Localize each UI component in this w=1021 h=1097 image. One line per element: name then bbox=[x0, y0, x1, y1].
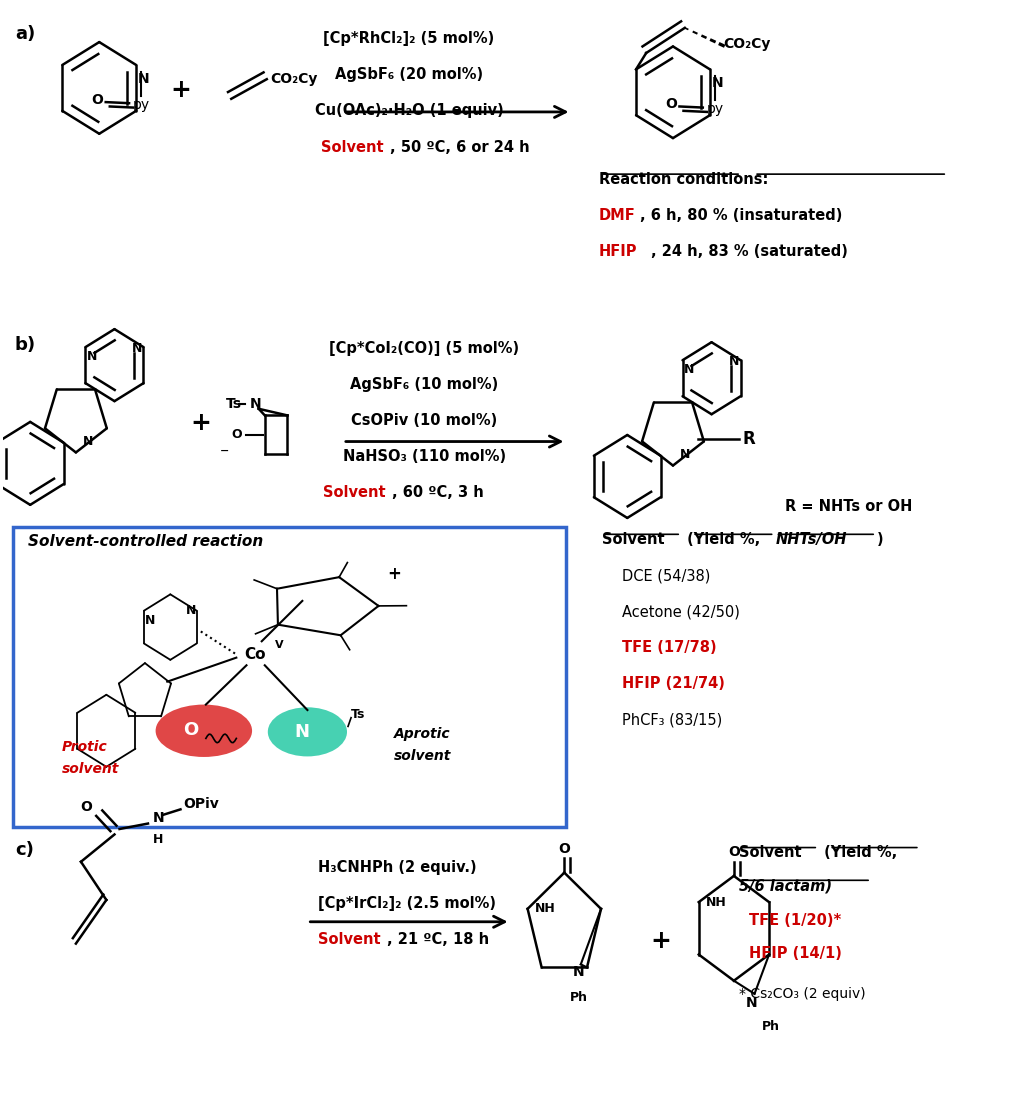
Text: N: N bbox=[745, 996, 758, 1010]
Text: N: N bbox=[712, 76, 724, 90]
Text: O: O bbox=[728, 845, 740, 859]
Text: N: N bbox=[680, 449, 690, 461]
Text: [Cp*CoI₂(CO)] (5 mol%): [Cp*CoI₂(CO)] (5 mol%) bbox=[329, 341, 520, 357]
Text: ): ) bbox=[877, 532, 884, 547]
Text: b): b) bbox=[15, 336, 36, 353]
Text: , 6 h, 80 % (insaturated): , 6 h, 80 % (insaturated) bbox=[640, 208, 843, 223]
Text: O: O bbox=[231, 428, 242, 441]
Text: Solvent: Solvent bbox=[321, 140, 383, 156]
Text: py: py bbox=[133, 98, 150, 112]
Text: N: N bbox=[573, 965, 585, 980]
Text: H₃CNHPh (2 equiv.): H₃CNHPh (2 equiv.) bbox=[318, 860, 476, 874]
Text: R: R bbox=[742, 430, 755, 449]
Ellipse shape bbox=[155, 704, 252, 757]
Text: N: N bbox=[684, 363, 694, 376]
Text: * Cs₂CO₃ (2 equiv): * Cs₂CO₃ (2 equiv) bbox=[739, 987, 866, 1002]
Text: Solvent: Solvent bbox=[602, 532, 665, 547]
Text: , 24 h, 83 % (saturated): , 24 h, 83 % (saturated) bbox=[650, 244, 847, 259]
Text: CO₂Cy: CO₂Cy bbox=[270, 72, 318, 87]
Text: O: O bbox=[80, 800, 92, 814]
Text: (Yield %,: (Yield %, bbox=[819, 846, 897, 860]
Text: , 50 ºC, 6 or 24 h: , 50 ºC, 6 or 24 h bbox=[390, 140, 529, 156]
Text: c): c) bbox=[15, 841, 34, 859]
Text: Cu(OAc)₂·H₂O (1 equiv): Cu(OAc)₂·H₂O (1 equiv) bbox=[314, 103, 503, 118]
Text: TFE (1/20)*: TFE (1/20)* bbox=[749, 913, 841, 928]
Text: Solvent: Solvent bbox=[739, 846, 801, 860]
Text: , 21 ºC, 18 h: , 21 ºC, 18 h bbox=[387, 931, 489, 947]
Text: Protic: Protic bbox=[61, 740, 107, 754]
Text: O: O bbox=[558, 841, 571, 856]
Text: Ph: Ph bbox=[570, 991, 588, 1004]
Text: +: + bbox=[190, 411, 211, 436]
Text: CsOPiv (10 mol%): CsOPiv (10 mol%) bbox=[351, 414, 497, 428]
Text: O: O bbox=[183, 721, 198, 738]
Text: NHTs/OH: NHTs/OH bbox=[776, 532, 847, 547]
Text: Solvent-controlled reaction: Solvent-controlled reaction bbox=[29, 534, 263, 550]
Text: Co: Co bbox=[244, 647, 265, 661]
Text: PhCF₃ (83/15): PhCF₃ (83/15) bbox=[622, 712, 723, 727]
Text: NH: NH bbox=[535, 903, 555, 915]
Text: HFIP: HFIP bbox=[599, 244, 637, 259]
Text: H: H bbox=[153, 834, 163, 847]
Text: O: O bbox=[92, 93, 103, 106]
Ellipse shape bbox=[268, 708, 347, 757]
Text: N: N bbox=[132, 342, 142, 355]
Text: N: N bbox=[83, 436, 93, 448]
Text: AgSbF₆ (20 mol%): AgSbF₆ (20 mol%) bbox=[335, 67, 483, 82]
Text: Solvent: Solvent bbox=[323, 485, 385, 500]
Text: HFIP (21/74): HFIP (21/74) bbox=[622, 676, 725, 691]
Text: [Cp*RhCl₂]₂ (5 mol%): [Cp*RhCl₂]₂ (5 mol%) bbox=[324, 31, 494, 46]
Text: AgSbF₆ (10 mol%): AgSbF₆ (10 mol%) bbox=[350, 377, 498, 392]
Text: N: N bbox=[249, 397, 261, 411]
Text: solvent: solvent bbox=[394, 749, 451, 762]
Text: N: N bbox=[186, 604, 196, 618]
Text: N: N bbox=[145, 614, 155, 627]
Text: OPiv: OPiv bbox=[184, 796, 220, 811]
Text: Acetone (42/50): Acetone (42/50) bbox=[622, 604, 740, 619]
Text: +: + bbox=[650, 929, 671, 953]
Text: −: − bbox=[220, 445, 229, 456]
Text: NH: NH bbox=[706, 895, 727, 908]
Text: O: O bbox=[666, 98, 677, 111]
Text: TFE (17/78): TFE (17/78) bbox=[622, 641, 717, 655]
Text: DMF: DMF bbox=[599, 208, 636, 223]
Text: N: N bbox=[295, 723, 309, 740]
Text: HFIP (14/1): HFIP (14/1) bbox=[749, 946, 842, 961]
Text: Solvent: Solvent bbox=[318, 931, 380, 947]
Text: CO₂Cy: CO₂Cy bbox=[723, 37, 771, 52]
Text: N: N bbox=[138, 71, 150, 86]
Text: N: N bbox=[153, 811, 164, 825]
Text: Ph: Ph bbox=[762, 1020, 780, 1033]
Text: Ts: Ts bbox=[226, 397, 241, 411]
Text: py: py bbox=[707, 102, 724, 116]
Text: +: + bbox=[171, 78, 191, 102]
Text: N: N bbox=[87, 350, 97, 363]
Text: DCE (54/38): DCE (54/38) bbox=[622, 568, 711, 584]
Text: V: V bbox=[275, 640, 284, 649]
Text: solvent: solvent bbox=[61, 762, 119, 776]
Text: 5/6 lactam): 5/6 lactam) bbox=[739, 878, 832, 893]
Text: Aprotic: Aprotic bbox=[394, 727, 450, 742]
Text: , 60 ºC, 3 h: , 60 ºC, 3 h bbox=[392, 485, 483, 500]
Text: NaHSO₃ (110 mol%): NaHSO₃ (110 mol%) bbox=[343, 449, 505, 464]
FancyBboxPatch shape bbox=[13, 527, 567, 827]
Text: [Cp*IrCl₂]₂ (2.5 mol%): [Cp*IrCl₂]₂ (2.5 mol%) bbox=[318, 895, 495, 911]
Text: +: + bbox=[387, 565, 400, 583]
Text: a): a) bbox=[15, 24, 35, 43]
Text: Ts: Ts bbox=[351, 708, 366, 721]
Text: N: N bbox=[729, 355, 739, 369]
Text: Reaction conditions:: Reaction conditions: bbox=[599, 172, 768, 186]
Text: R = NHTs or OH: R = NHTs or OH bbox=[785, 499, 912, 514]
Text: (Yield %,: (Yield %, bbox=[682, 532, 766, 547]
